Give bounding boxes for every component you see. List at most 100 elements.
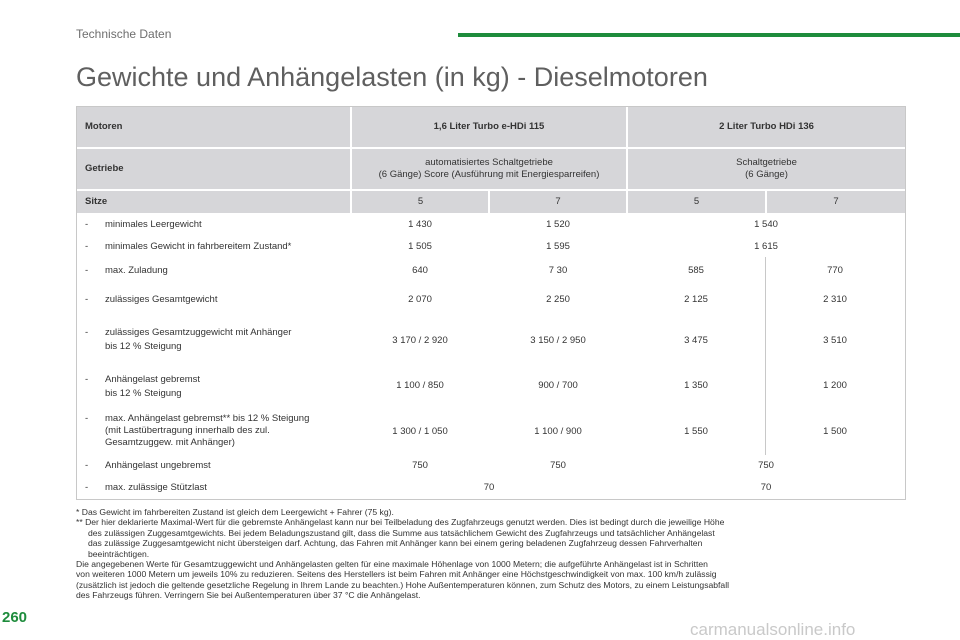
row-value: 770: [827, 265, 843, 276]
row-value: 1 595: [546, 241, 570, 252]
seats-cell: 5: [693, 196, 700, 207]
footnote-1: * Das Gewicht im fahrbereiten Zustand is…: [76, 507, 394, 517]
row-label: max. Anhängelast gebremst** bis 12 % Ste…: [105, 413, 310, 424]
row-label: Anhängelast ungebremst: [105, 460, 211, 471]
row-value: 1 100 / 900: [534, 426, 582, 437]
table-row: - zulässiges Gesamtzuggewicht mit Anhäng…: [77, 323, 905, 355]
engine-2: 2 Liter Turbo HDi 136: [719, 121, 814, 132]
gearbox-2-line-1: Schaltgetriebe: [736, 157, 797, 168]
seats-cell: 7: [555, 196, 561, 207]
row-value: 2 310: [823, 294, 847, 305]
header-divider: [488, 191, 490, 213]
row-value: 2 125: [684, 294, 708, 305]
page-number: 260: [2, 609, 28, 626]
row-dash: -: [85, 219, 89, 230]
row-label-cont: (mit Lastübertragung innerhalb des zul.: [105, 425, 270, 436]
row-dash: -: [85, 327, 89, 338]
row-value: 3 475: [684, 335, 708, 346]
row-value: 2 250: [546, 294, 570, 305]
gearbox-1-line-2: (6 Gänge) Score (Ausführung mit Energies…: [378, 169, 600, 180]
row-value: 640: [412, 265, 428, 276]
header-row-engines: Motoren 1,6 Liter Turbo e-HDi 115 2 Lite…: [77, 107, 905, 147]
header-row-gearbox: Getriebe automatisiertes Schaltgetriebe …: [77, 149, 905, 189]
row-value: 1 100 / 850: [396, 380, 444, 391]
seats-cell: 5: [417, 196, 424, 207]
note-paragraph: des Fahrzeugs führen. Verringern Sie bei…: [76, 590, 421, 601]
row-value: 1 615: [754, 241, 778, 252]
row-value: 3 170 / 2 920: [392, 335, 448, 346]
row-label: max. Zuladung: [105, 265, 168, 276]
row-value: 7 30: [548, 265, 568, 276]
row-dash: -: [85, 482, 89, 493]
table-row: - max. zulässige Stützlast 70 70: [77, 480, 905, 498]
row-label-cont: bis 12 % Steigung: [105, 341, 182, 352]
row-value: 70: [483, 482, 495, 493]
footnote-2: ** Der hier deklarierte Maximal-Wert für…: [76, 517, 725, 528]
row-label: minimales Leergewicht: [105, 219, 202, 230]
footnote-2-cont: das zulässige Zuggesamtgewicht nicht übe…: [88, 538, 703, 549]
note-paragraph: von weiteren 1000 Metern um jeweils 10% …: [76, 569, 717, 580]
header-divider: [626, 107, 628, 213]
gearbox-2: Schaltgetriebe (6 Gänge): [628, 149, 905, 189]
column-divider: [765, 257, 766, 455]
row-dash: -: [85, 265, 89, 276]
row-value: 1 500: [823, 426, 847, 437]
header-getriebe: Getriebe: [85, 163, 124, 174]
row-value: 1 350: [684, 380, 708, 391]
note-paragraph: Die angegebenen Werte für Gesamtzuggewic…: [76, 559, 708, 570]
footnote-2-cont: beeinträchtigen.: [88, 548, 150, 559]
header-divider: [765, 191, 767, 213]
section-accent-bar: [458, 33, 960, 37]
table-row: - zulässiges Gesamtgewicht 2 070 2 250 2…: [77, 290, 905, 310]
gearbox-1: automatisiertes Schaltgetriebe (6 Gänge)…: [352, 149, 626, 189]
row-value: 1 300 / 1 050: [392, 426, 448, 437]
row-label: zulässiges Gesamtzuggewicht mit Anhänger: [105, 327, 292, 338]
row-value: 585: [688, 265, 704, 276]
note-paragraph: (zusätzlich ist jedoch die geltende gese…: [76, 579, 730, 590]
footnote-2-cont: des zulässigen Zuggesamtgewichts. Bei je…: [88, 527, 715, 538]
section-title: Technische Daten: [76, 27, 172, 41]
gearbox-1-line-1: automatisiertes Schaltgetriebe: [425, 157, 553, 168]
row-dash: -: [85, 241, 89, 252]
row-value: 2 070: [408, 294, 432, 305]
row-dash: -: [85, 413, 89, 424]
row-label: minimales Gewicht in fahrbereitem Zustan…: [105, 241, 292, 252]
row-label: zulässiges Gesamtgewicht: [105, 294, 218, 305]
footnotes: * Das Gewicht im fahrbereiten Zustand is…: [76, 507, 906, 601]
row-value: 900 / 700: [538, 380, 578, 391]
row-dash: -: [85, 460, 89, 471]
row-value: 1 540: [754, 219, 778, 230]
header-divider: [350, 107, 352, 213]
gearbox-2-line-2: (6 Gänge): [745, 169, 788, 180]
table-row: - Anhängelast gebremst bis 12 % Steigung…: [77, 370, 905, 402]
row-value: 1 520: [546, 219, 570, 230]
weights-table: Motoren 1,6 Liter Turbo e-HDi 115 2 Lite…: [76, 106, 906, 500]
row-value: 1 550: [684, 426, 708, 437]
row-label-cont: bis 12 % Steigung: [105, 388, 182, 399]
row-label: max. zulässige Stützlast: [105, 482, 207, 493]
row-value: 1 200: [823, 380, 847, 391]
table-row: - max. Zuladung 640 7 30 585 770: [77, 261, 905, 281]
row-value: 1 505: [408, 241, 432, 252]
header-divider: [77, 147, 905, 149]
row-value: 3 150 / 2 950: [530, 335, 586, 346]
row-value: 3 510: [823, 335, 847, 346]
header-divider: [77, 189, 905, 191]
row-value: 70: [760, 482, 772, 493]
seats-cell: 7: [833, 196, 839, 207]
row-value: 1 430: [408, 219, 432, 230]
table-row: - max. Anhängelast gebremst** bis 12 % S…: [77, 411, 905, 455]
table-row: - minimales Gewicht in fahrbereitem Zust…: [77, 237, 905, 257]
header-motoren: Motoren: [85, 121, 123, 132]
row-value: 750: [550, 460, 566, 471]
row-dash: -: [85, 294, 89, 305]
table-row: - Anhängelast ungebremst 750 750 750: [77, 458, 905, 478]
page-title: Gewichte und Anhängelasten (in kg) - Die…: [76, 62, 708, 92]
row-dash: -: [85, 374, 89, 385]
row-value: 750: [412, 460, 428, 471]
row-value: 750: [758, 460, 774, 471]
engine-1: 1,6 Liter Turbo e-HDi 115: [433, 121, 545, 132]
watermark: carmanualsonline.info: [690, 620, 856, 639]
row-label: Anhängelast gebremst: [105, 374, 201, 385]
table-row: - minimales Leergewicht 1 430 1 520 1 54…: [77, 215, 905, 235]
